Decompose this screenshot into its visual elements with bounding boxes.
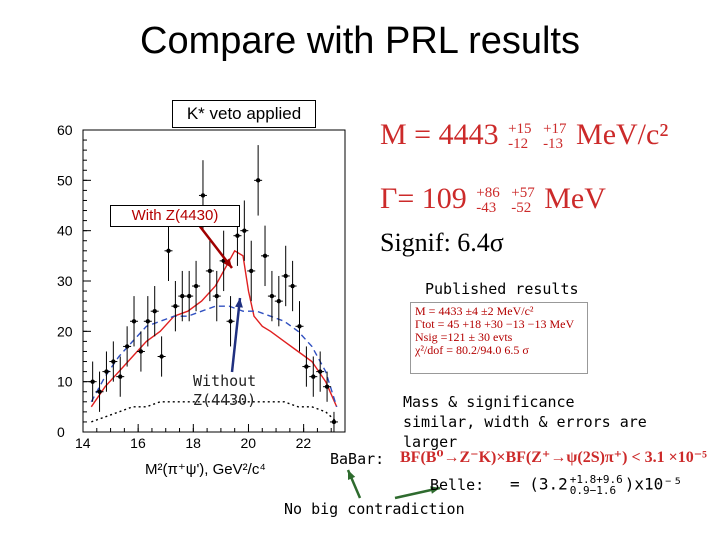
published-width: Γtot = 45 +18 +30 −13 −13 MeV bbox=[415, 317, 575, 331]
data-point bbox=[118, 374, 123, 379]
data-point bbox=[228, 319, 233, 324]
belle-arrow-head bbox=[430, 486, 440, 494]
y-tick-label: 50 bbox=[57, 172, 73, 188]
width-sys-up: +57 bbox=[511, 185, 535, 202]
data-point bbox=[255, 178, 261, 183]
with-z-arrow-head bbox=[223, 258, 232, 268]
width-result: Γ= 109 +86 -43 +57 -52 MeV bbox=[380, 182, 606, 216]
data-point bbox=[331, 419, 337, 425]
width-stat-up: +86 bbox=[476, 185, 500, 202]
data-point bbox=[159, 354, 164, 359]
kstar-veto-label: K* veto applied bbox=[172, 100, 316, 128]
mass-sys-down: -13 bbox=[543, 136, 564, 153]
significance: Signif: 6.4σ bbox=[380, 228, 504, 257]
x-axis-label: M²(π⁺ψ'), GeV²/c⁴ bbox=[145, 461, 266, 478]
y-tick-label: 0 bbox=[57, 424, 65, 440]
data-point bbox=[180, 293, 185, 299]
mass-unit: MeV/c² bbox=[576, 118, 669, 151]
without-z-arrow bbox=[230, 297, 242, 373]
data-point bbox=[104, 369, 109, 374]
data-point bbox=[235, 233, 240, 238]
babar-branching-fraction: BF(B⁰→Z⁻K)×BF(Z⁺→ψ(2S)π⁺) < 3.1 ×10⁻⁵ bbox=[400, 449, 707, 466]
data-point bbox=[111, 359, 116, 364]
published-chi2: χ²/dof = 80.2/94.0 6.5 σ bbox=[415, 343, 529, 357]
data-point bbox=[214, 293, 219, 299]
x-tick-label: 20 bbox=[240, 435, 256, 451]
data-point bbox=[283, 273, 288, 279]
mass-significance-note: Mass & significance similar, width & err… bbox=[403, 392, 653, 452]
plot-frame bbox=[82, 129, 346, 433]
data-point bbox=[249, 268, 254, 274]
data-point bbox=[262, 253, 268, 259]
mass-result: M = 4443 +15 -12 +17 -13 MeV/c² bbox=[380, 118, 668, 152]
without-z-label: Without Z(4430) bbox=[193, 372, 257, 409]
data-point bbox=[97, 389, 102, 394]
mass-sys-up: +17 bbox=[543, 121, 567, 138]
no-big-contradiction: No big contradiction bbox=[284, 500, 465, 518]
data-point bbox=[317, 369, 323, 374]
data-point bbox=[166, 248, 171, 253]
x-tick-label: 14 bbox=[75, 435, 91, 451]
data-point bbox=[90, 379, 95, 384]
series-background bbox=[91, 401, 338, 423]
data-point bbox=[193, 283, 199, 289]
belle-err-down: 0.9−1.6 bbox=[569, 484, 617, 497]
mass-significance-note-text: Mass & significance similar, width & err… bbox=[403, 393, 647, 451]
with-z-label: With Z(4430) bbox=[110, 205, 240, 227]
data-point bbox=[152, 309, 157, 314]
data-point bbox=[124, 344, 130, 349]
width-unit: MeV bbox=[544, 182, 606, 215]
data-point bbox=[207, 268, 213, 274]
x-tick-label: 16 bbox=[130, 435, 146, 451]
y-tick-label: 10 bbox=[57, 374, 73, 390]
data-point bbox=[311, 374, 316, 379]
babar-label: BaBar: bbox=[330, 450, 385, 468]
data-point bbox=[138, 349, 144, 354]
without-z-arrow-head bbox=[235, 298, 243, 308]
width-sys-down: -52 bbox=[511, 200, 532, 217]
with-z-arrow bbox=[194, 219, 233, 269]
belle-value: = (3.2 +1.8+9.6 0.9−1.6 )x10⁻⁵ bbox=[510, 474, 683, 496]
belle-value-tail: )x10⁻⁵ bbox=[624, 474, 683, 494]
y-tick-label: 30 bbox=[57, 273, 73, 289]
mass-stat-up: +15 bbox=[508, 121, 532, 138]
data-point bbox=[131, 319, 137, 324]
data-point bbox=[276, 298, 282, 304]
data-point bbox=[145, 319, 151, 324]
data-point bbox=[304, 364, 309, 369]
babar-arrow-head bbox=[348, 470, 356, 480]
published-nsig: Nsig =121 ± 30 evts bbox=[415, 330, 513, 344]
published-mass: M = 4433 ±4 ±2 MeV/c² bbox=[415, 304, 534, 318]
width-lhs: Γ= 109 bbox=[380, 182, 467, 215]
data-point bbox=[297, 324, 302, 329]
x-tick-label: 18 bbox=[185, 435, 201, 451]
data-point bbox=[269, 293, 275, 299]
published-results-box: M = 4433 ±4 ±2 MeV/c² Γtot = 45 +18 +30 … bbox=[410, 302, 588, 374]
y-tick-label: 40 bbox=[57, 223, 73, 239]
x-tick-label: 22 bbox=[296, 435, 312, 451]
data-point bbox=[324, 384, 330, 389]
y-tick-label: 60 bbox=[57, 122, 73, 138]
data-point bbox=[186, 293, 192, 299]
series-without-z-4430- bbox=[90, 305, 338, 408]
data-point bbox=[242, 228, 247, 233]
width-stat-down: -43 bbox=[476, 200, 497, 217]
belle-label: Belle: bbox=[430, 476, 485, 494]
mass-stat-down: -12 bbox=[508, 136, 529, 153]
data-point bbox=[200, 193, 206, 198]
belle-value-head: = (3.2 bbox=[510, 474, 568, 494]
slide-title: Compare with PRL results bbox=[140, 20, 580, 62]
data-point bbox=[173, 303, 178, 309]
y-tick-label: 20 bbox=[57, 323, 73, 339]
mass-lhs: M = 4443 bbox=[380, 118, 499, 151]
published-results-label: Published results bbox=[425, 280, 579, 298]
belle-err-up: +1.8+9.6 bbox=[569, 473, 623, 486]
data-point bbox=[290, 283, 295, 289]
